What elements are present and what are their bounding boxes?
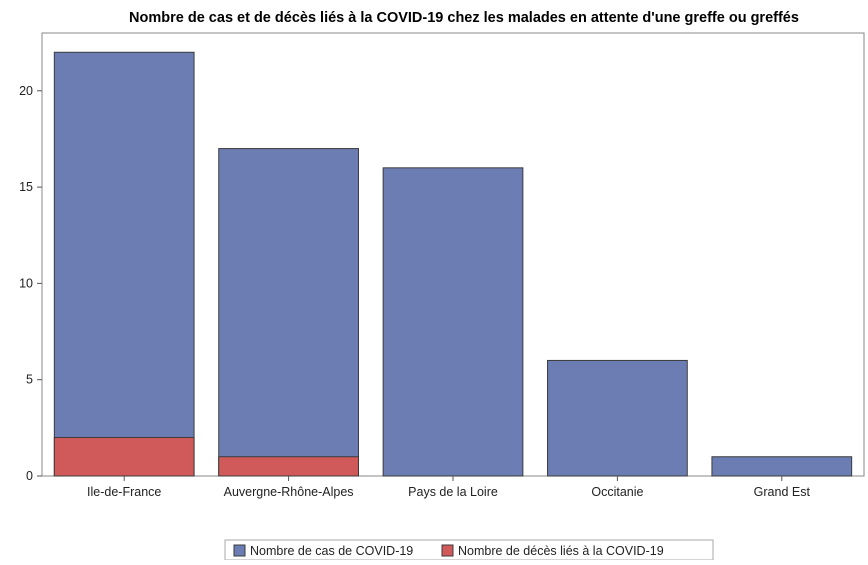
x-tick-label: Ile-de-France: [87, 485, 161, 499]
legend-label: Nombre de décès liés à la COVID-19: [458, 544, 664, 558]
bar-cases: [547, 359, 688, 477]
legend-swatch: [441, 544, 454, 557]
y-tick-label: 20: [19, 84, 33, 98]
legend-label: Nombre de cas de COVID-19: [250, 544, 413, 558]
bar-cases: [218, 148, 359, 477]
bar-deaths: [218, 456, 359, 477]
x-tick-label: Grand Est: [754, 485, 811, 499]
y-tick-label: 0: [26, 469, 33, 483]
y-tick-label: 5: [26, 373, 33, 387]
x-tick-label: Occitanie: [591, 485, 643, 499]
bar-cases: [53, 51, 195, 477]
legend-swatch: [233, 544, 246, 557]
legend: Nombre de cas de COVID-19 Nombre de décès…: [224, 539, 714, 561]
y-tick-label: 15: [19, 180, 33, 194]
y-tick-label: 10: [19, 276, 33, 290]
chart-title: Nombre de cas et de décès liés à la COVI…: [129, 10, 799, 26]
bar-deaths: [53, 436, 195, 477]
plot-area: 0 5 10 15 20 Ile-de-France Auvergne-Rhône-Alpe…: [19, 32, 865, 499]
x-tick-label: Auvergne-Rhône-Alpes: [224, 485, 354, 499]
x-tick-label: Pays de la Loire: [408, 485, 498, 499]
bar-cases: [711, 456, 853, 477]
bar-cases: [382, 167, 524, 477]
